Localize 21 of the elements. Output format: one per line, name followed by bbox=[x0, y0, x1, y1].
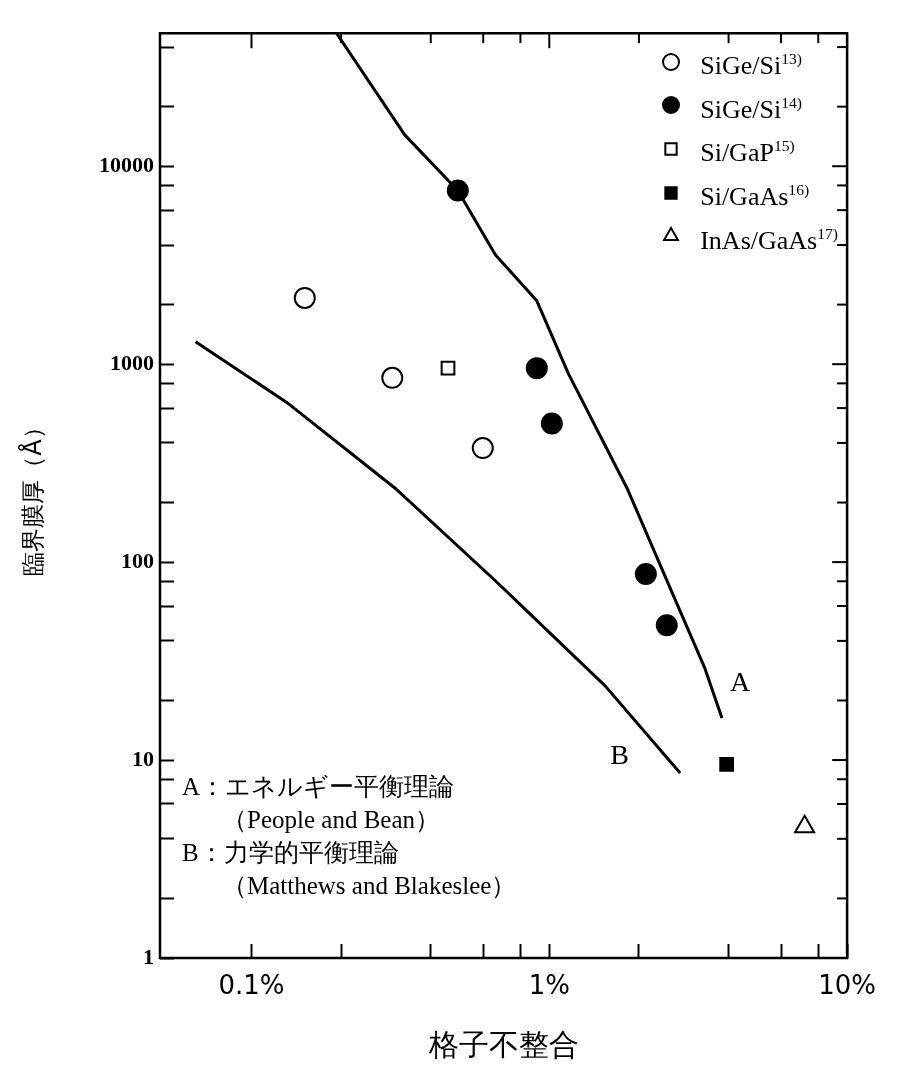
legend-label: Si/GaP$^{15)}$ bbox=[700, 136, 795, 169]
y-tick-label: 1 bbox=[143, 943, 154, 969]
x-tick-label: 10% bbox=[818, 970, 876, 1001]
annotation: A：エネルギー平衡理論 bbox=[182, 772, 456, 802]
legend-label: InAs/GaAs$^{17)}$ bbox=[700, 223, 838, 257]
y-tick-label: 10 bbox=[132, 745, 154, 771]
legend-label: Si/GaAs$^{16)}$ bbox=[700, 179, 810, 213]
series-label: B bbox=[610, 739, 629, 771]
x-axis-title: 格子不整合 bbox=[427, 1026, 579, 1062]
x-tick-label: 0.1% bbox=[218, 970, 285, 1001]
series-label: A bbox=[729, 666, 751, 698]
legend-label: SiGe/Si$^{13)}$ bbox=[700, 49, 802, 82]
annotation: （People and Bean） bbox=[221, 805, 441, 835]
annotation: （Matthews and Blakeslee） bbox=[221, 871, 517, 901]
y-axis-title: 臨界膜厚（Å） bbox=[17, 415, 47, 576]
y-tick-label: 10000 bbox=[99, 151, 154, 177]
legend-label: SiGe/Si$^{14)}$ bbox=[700, 92, 802, 126]
y-tick-label: 1000 bbox=[110, 349, 154, 375]
x-tick-label: 1% bbox=[528, 970, 570, 1001]
annotation: B：力学的平衡理論 bbox=[182, 838, 400, 868]
y-tick-label: 100 bbox=[121, 547, 154, 573]
